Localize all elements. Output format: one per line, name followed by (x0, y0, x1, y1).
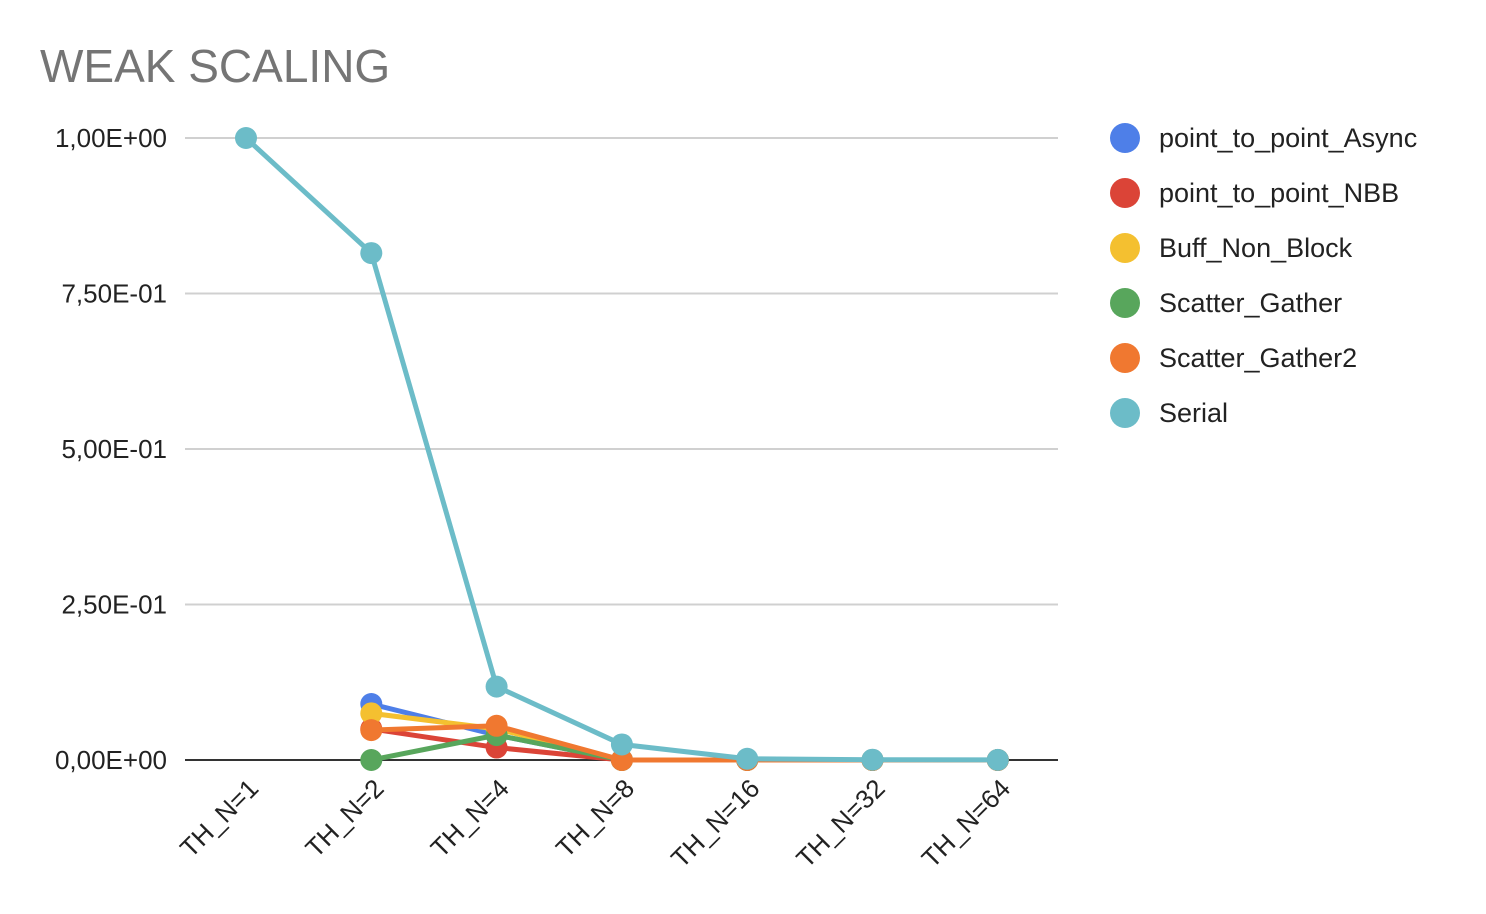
data-point (485, 675, 508, 698)
data-point (360, 719, 383, 742)
data-point (235, 127, 257, 149)
y-axis-tick-labels: 0,00E+00 2,50E-01 5,00E-01 7,50E-01 1,00E+00 (55, 123, 167, 775)
data-point (736, 747, 759, 770)
y-tick-label: 1,00E+00 (55, 123, 167, 153)
data-point (360, 242, 383, 265)
y-tick-label: 0,00E+00 (55, 745, 167, 775)
legend-item: Buff_Non_Block (1110, 233, 1353, 263)
x-tick-label: TH_N=32 (790, 773, 890, 873)
legend-swatch (1110, 398, 1140, 428)
legend-label: Scatter_Gather (1159, 288, 1342, 318)
x-tick-label: TH_N=2 (299, 773, 389, 863)
x-tick-label: TH_N=1 (174, 773, 264, 863)
data-point (360, 749, 383, 771)
data-point (610, 733, 633, 756)
data-point (360, 702, 383, 725)
series-line (368, 732, 1001, 763)
x-tick-label: TH_N=64 (916, 773, 1016, 873)
x-tick-label: TH_N=16 (665, 773, 765, 873)
x-tick-label: TH_N=8 (550, 773, 640, 863)
legend-label: point_to_point_NBB (1159, 178, 1399, 208)
legend-swatch (1110, 178, 1140, 208)
gridlines (185, 137, 1058, 761)
x-tick-label: TH_N=4 (425, 773, 515, 863)
legend-label: Serial (1159, 398, 1228, 428)
legend-swatch (1110, 343, 1140, 373)
legend-swatch (1110, 288, 1140, 318)
data-point (485, 714, 508, 737)
x-axis-tick-labels: TH_N=1 TH_N=2 TH_N=4 TH_N=8 TH_N=16 TH_N=32 TH… (174, 773, 1016, 873)
y-tick-label: 2,50E-01 (61, 590, 167, 620)
legend-label: Scatter_Gather2 (1159, 343, 1357, 373)
legend-item: Scatter_Gather2 (1110, 343, 1357, 373)
legend-item: Serial (1110, 398, 1228, 428)
legend-swatch (1110, 233, 1140, 263)
legend-label: Buff_Non_Block (1159, 233, 1353, 263)
y-tick-label: 7,50E-01 (61, 279, 167, 309)
legend-item: point_to_point_Async (1110, 123, 1417, 153)
series-Scatter_Gather (360, 724, 1009, 771)
legend-item: Scatter_Gather (1110, 288, 1342, 318)
data-point (610, 749, 633, 771)
series-Serial (235, 127, 1009, 771)
legend-label: point_to_point_Async (1159, 123, 1417, 153)
data-point (986, 748, 1009, 771)
series-lines (235, 127, 1009, 771)
legend: point_to_point_Async point_to_point_NBB Bu… (1110, 123, 1417, 428)
chart-title: WEAK SCALING (40, 40, 390, 92)
legend-item: point_to_point_NBB (1110, 178, 1399, 208)
legend-swatch (1110, 123, 1140, 153)
series-line (368, 726, 1001, 763)
y-tick-label: 5,00E-01 (61, 434, 167, 464)
data-point (861, 748, 884, 771)
